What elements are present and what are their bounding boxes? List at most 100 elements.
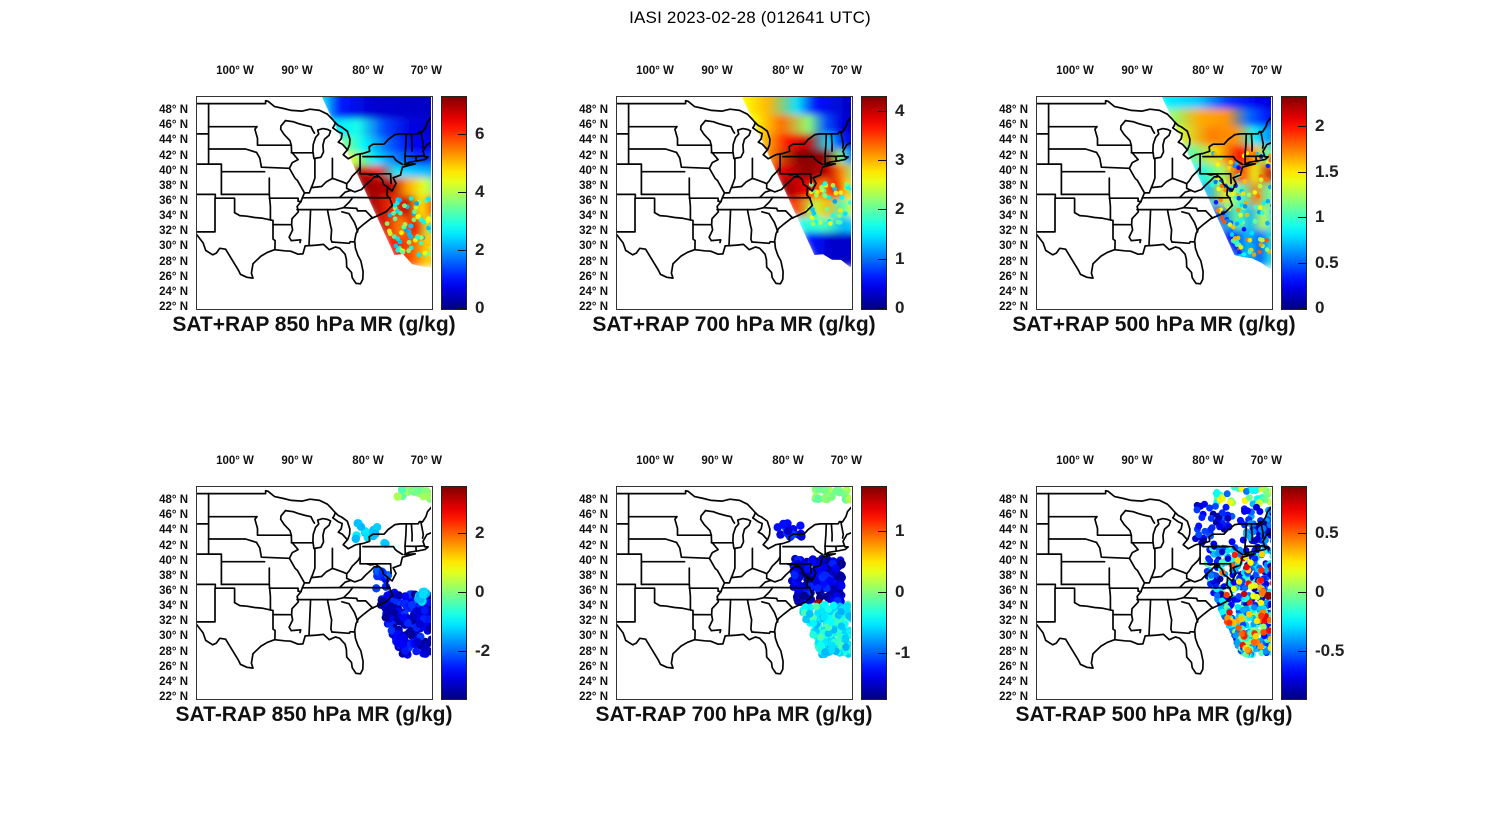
lat-tick-label: 42° N xyxy=(999,149,1028,162)
lat-tick-label: 40° N xyxy=(579,554,608,567)
lat-tick-label: 32° N xyxy=(579,225,608,238)
lon-tick-label: 100° W xyxy=(1056,65,1094,77)
panel-sat-rap-700-hpa-mr-g-kg-: 100° W 90° W 80° W 70° W 48° N 46° N 44° N 42° … xyxy=(579,65,904,336)
colorbar-tick-label: 0 xyxy=(1315,582,1325,601)
colorbar-tick xyxy=(458,191,466,193)
us-state-boundaries xyxy=(1036,99,1271,285)
panel-sat-rap-500-hpa-mr-g-kg-: 100° W 90° W 80° W 70° W 48° N 46° N 44° N 42° … xyxy=(999,65,1339,336)
lat-tick-label: 42° N xyxy=(579,149,608,162)
lat-tick-label: 36° N xyxy=(159,584,188,597)
lat-tick-label: 46° N xyxy=(579,119,608,132)
lat-tick-label: 28° N xyxy=(579,645,608,658)
lat-tick-label: 30° N xyxy=(999,240,1028,253)
us-state-boundaries xyxy=(616,489,851,675)
colorbar-tick-label: 2 xyxy=(895,199,905,219)
lat-tick-label: 36° N xyxy=(999,584,1028,597)
colorbar-tick xyxy=(1298,592,1306,593)
panel-title: SAT-RAP 500 hPa MR (g/kg) xyxy=(1015,703,1293,726)
lat-tick-label: 42° N xyxy=(159,539,188,552)
lat-tick-label: 30° N xyxy=(579,240,608,253)
lat-tick-label: 48° N xyxy=(579,494,608,507)
map-plot xyxy=(616,486,851,675)
colorbar-tick-label: 2 xyxy=(475,239,485,259)
swath-data-layer xyxy=(318,96,431,267)
lon-tick-label: 100° W xyxy=(1056,455,1094,467)
lat-tick-label: 24° N xyxy=(159,675,188,688)
map-plot xyxy=(196,96,431,285)
lat-tick-label: 48° N xyxy=(159,104,188,117)
colorbar-tick xyxy=(1298,126,1306,128)
map-axes-box xyxy=(196,486,433,700)
lon-tick-label: 90° W xyxy=(701,65,733,77)
lat-tick-label: 40° N xyxy=(999,164,1028,177)
lat-tick-label: 38° N xyxy=(999,569,1028,582)
lat-tick-label: 36° N xyxy=(579,584,608,597)
map-plot xyxy=(616,96,851,285)
lat-tick-label: 38° N xyxy=(159,179,188,192)
colorbar-tick xyxy=(458,650,466,652)
colorbar-tick-label: -0.5 xyxy=(1315,640,1345,660)
lat-tick-label: 44° N xyxy=(579,134,608,147)
colorbar-tick xyxy=(878,531,886,533)
map-axes-box xyxy=(616,486,853,700)
lon-tick-label: 90° W xyxy=(1121,455,1153,467)
lon-tick-label: 70° W xyxy=(830,455,863,467)
lat-tick-label: 40° N xyxy=(159,164,188,177)
scatter-data-layer xyxy=(351,486,431,659)
lat-tick-label: 26° N xyxy=(999,270,1028,283)
lon-tick-label: 80° W xyxy=(772,65,804,77)
lat-tick-label: 42° N xyxy=(999,539,1028,552)
lat-tick-label: 30° N xyxy=(579,630,608,643)
colorbar-tick-label: -2 xyxy=(475,640,491,660)
lat-tick-label: 34° N xyxy=(159,600,188,613)
lon-tick-label: 70° W xyxy=(410,455,443,467)
lon-tick-label: 90° W xyxy=(281,65,313,77)
lat-tick-label: 36° N xyxy=(999,194,1028,207)
colorbar-tick xyxy=(458,133,466,135)
colorbar-tick-label: 0.5 xyxy=(1315,523,1339,543)
lat-tick-label: 32° N xyxy=(159,615,188,628)
colorbar-tick-label: 0.5 xyxy=(1315,252,1339,272)
colorbar-tick-label: 2 xyxy=(1315,116,1325,136)
lat-tick-label: 30° N xyxy=(159,630,188,643)
lat-tick-label: 22° N xyxy=(999,690,1028,703)
panel-title: SAT-RAP 850 hPa MR (g/kg) xyxy=(175,703,453,726)
colorbar-tick xyxy=(1298,650,1306,652)
lat-tick-label: 28° N xyxy=(159,255,188,268)
colorbar xyxy=(441,486,467,700)
panel-title: SAT+RAP 700 hPa MR (g/kg) xyxy=(592,313,876,336)
map-axes-box xyxy=(1036,486,1273,700)
swath-data-layer xyxy=(738,96,851,267)
panel-sat-rap-500-hpa-mr-g-kg-: 100° W 90° W 80° W 70° W 48° N 46° N 44° N 42° … xyxy=(999,455,1344,726)
lat-tick-label: 22° N xyxy=(999,300,1028,313)
colorbar-tick-label: 0 xyxy=(475,582,485,601)
lat-tick-label: 46° N xyxy=(999,119,1028,132)
lon-tick-label: 80° W xyxy=(1192,455,1224,467)
colorbar-tick xyxy=(878,592,886,593)
lat-tick-label: 26° N xyxy=(159,660,188,673)
colorbar-tick-label: 0 xyxy=(895,582,905,601)
lat-tick-label: 22° N xyxy=(159,300,188,313)
colorbar-tick xyxy=(458,249,466,251)
colorbar-tick xyxy=(458,533,466,535)
map-plot xyxy=(1036,486,1271,675)
colorbar-tick-label: 0 xyxy=(895,298,905,317)
lat-tick-label: 28° N xyxy=(999,645,1028,658)
lat-tick-label: 34° N xyxy=(159,210,188,223)
colorbar xyxy=(441,96,467,310)
lat-tick-label: 44° N xyxy=(159,134,188,147)
map-axes-box xyxy=(196,96,433,310)
panel-title: SAT+RAP 850 hPa MR (g/kg) xyxy=(172,313,456,336)
lat-tick-label: 28° N xyxy=(579,255,608,268)
colorbar-tick-label: 1 xyxy=(895,248,905,268)
lat-tick-label: 26° N xyxy=(579,660,608,673)
us-state-boundaries xyxy=(196,99,431,285)
lon-tick-label: 70° W xyxy=(410,65,443,77)
colorbar xyxy=(1281,486,1307,700)
lat-tick-label: 36° N xyxy=(159,194,188,207)
lon-tick-label: 100° W xyxy=(636,65,674,77)
scatter-data-layer xyxy=(773,486,851,659)
lat-tick-label: 42° N xyxy=(579,539,608,552)
colorbar-tick xyxy=(1298,262,1306,264)
panel-sat-rap-700-hpa-mr-g-kg-: 100° W 90° W 80° W 70° W 48° N 46° N 44° N 42° … xyxy=(579,455,910,726)
